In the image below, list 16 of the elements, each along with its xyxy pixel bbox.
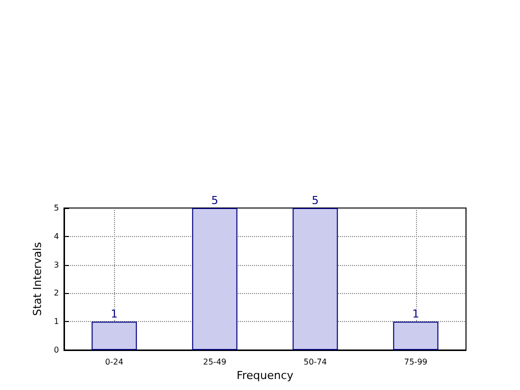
data-label: 5 [211, 194, 218, 207]
y-axis-title: Stat Intervals [31, 242, 44, 316]
y-tick-label: 0 [54, 346, 59, 354]
y-tick-label: 4 [54, 232, 59, 241]
data-label: 1 [412, 308, 420, 321]
y-tick-label: 2 [54, 288, 59, 298]
x-tick-label: 25-49 [203, 358, 226, 366]
x-tick-label: 0-24 [105, 358, 124, 366]
data-label: 1 [110, 308, 118, 321]
x-tick-label: 50-74 [304, 358, 327, 366]
x-tick-label: 75-99 [404, 358, 428, 366]
data-label: 5 [312, 194, 319, 207]
y-tick-label: 3 [54, 260, 59, 270]
x-axis-title: Frequency [236, 369, 294, 382]
y-tick-label: 5 [54, 204, 59, 212]
y-tick-label: 1 [54, 317, 59, 326]
